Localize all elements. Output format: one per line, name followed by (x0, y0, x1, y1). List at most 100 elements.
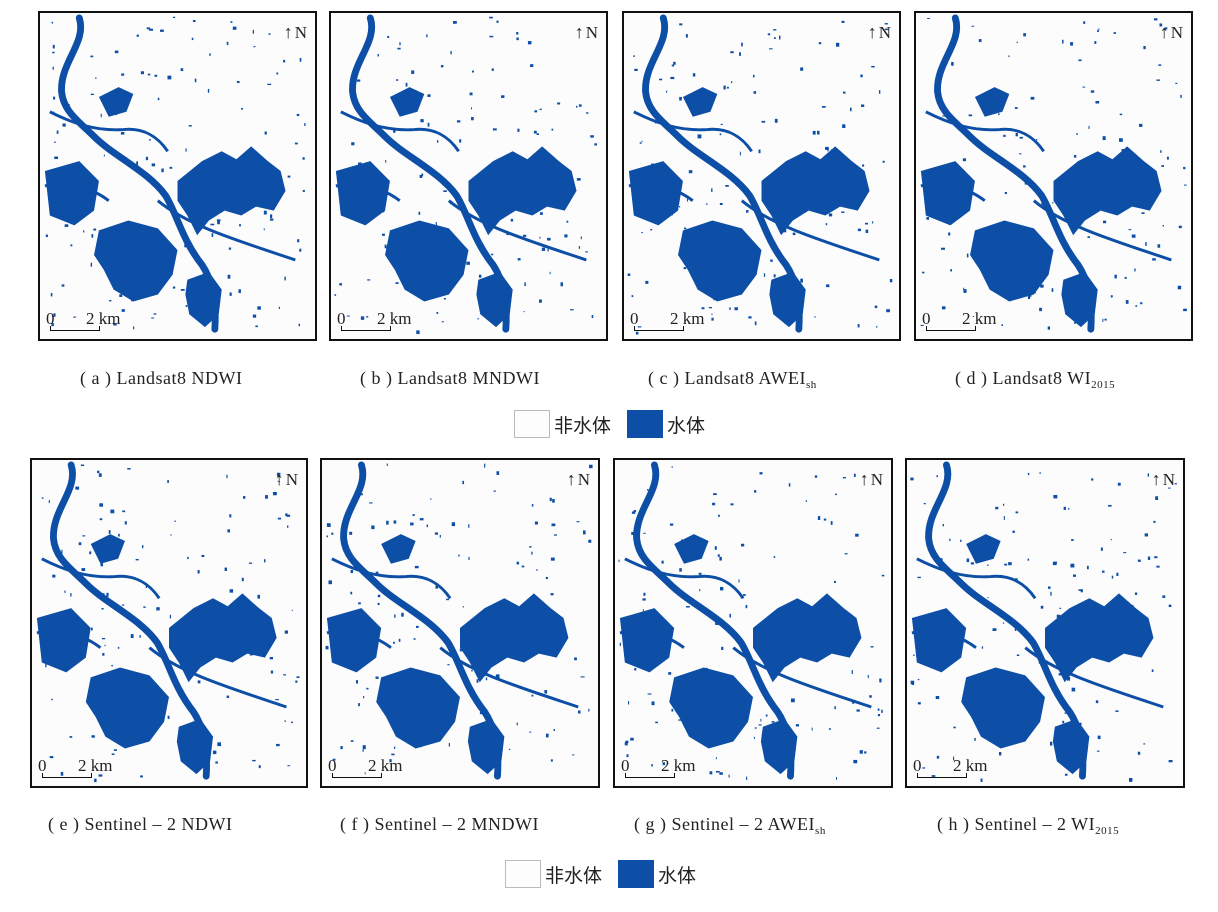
water-patch (295, 680, 298, 683)
water-patch (508, 748, 511, 750)
water-patch (83, 230, 85, 233)
water-patch (534, 110, 538, 113)
water-patch (294, 142, 298, 145)
water-patch (800, 67, 804, 71)
water-patch (53, 141, 56, 143)
water-patch (56, 513, 58, 516)
water-patch (1078, 59, 1082, 62)
water-patch (1015, 132, 1018, 137)
water-patch (395, 282, 399, 284)
water-patch (1117, 482, 1121, 486)
water-patch (104, 644, 106, 647)
water-patch (50, 292, 53, 297)
water-patch (842, 476, 846, 479)
water-patch (564, 234, 568, 238)
water-patch (1070, 627, 1073, 629)
water-patch (426, 34, 428, 38)
lake-north (974, 87, 1010, 117)
water-patch (89, 551, 92, 555)
water-patch (111, 664, 113, 667)
water-patch (451, 522, 456, 527)
water-patch (678, 719, 682, 721)
water-patch (1175, 82, 1178, 85)
water-patch (741, 42, 743, 47)
water-patch (97, 470, 100, 474)
water-patch (849, 107, 852, 112)
water-patch (133, 722, 136, 726)
water-patch (443, 298, 446, 300)
water-patch (631, 295, 634, 298)
water-patch (1091, 478, 1094, 481)
water-patch (752, 74, 755, 78)
lake-north (389, 87, 425, 117)
water-patch (366, 316, 369, 318)
water-patch (728, 277, 733, 280)
water-patch (82, 535, 86, 537)
water-patch (1162, 224, 1164, 227)
water-patch (942, 115, 946, 117)
water-patch (679, 206, 681, 208)
water-patch (466, 261, 470, 265)
water-patch (145, 584, 148, 589)
water-patch (637, 326, 642, 328)
water-patch (1180, 94, 1182, 98)
water-patch (954, 625, 957, 627)
water-patch (154, 74, 158, 77)
water-patch (255, 624, 258, 628)
water-patch (49, 756, 54, 759)
water-patch (100, 113, 102, 118)
water-patch (136, 161, 139, 166)
legend-bottom: 非水体 水体 (505, 860, 712, 888)
water-patch (1077, 224, 1079, 227)
water-patch (536, 569, 538, 571)
water-patch (191, 642, 193, 645)
north-arrow: ↑ N (1160, 23, 1183, 43)
non-water-swatch (505, 860, 541, 888)
water-patch (130, 634, 134, 639)
water-patch (53, 96, 56, 100)
water-patch (90, 198, 95, 203)
water-map (627, 14, 893, 335)
water-patch (869, 695, 872, 698)
water-patch (1051, 202, 1054, 204)
water-patch (981, 646, 984, 649)
water-patch (217, 742, 222, 747)
water-patch (426, 707, 429, 710)
lake-southwest (678, 220, 762, 302)
north-label: N (294, 23, 307, 42)
water-patch (334, 294, 337, 296)
scale-zero-label: 0 (922, 309, 931, 328)
water-patch (876, 727, 880, 729)
water-patch (124, 234, 127, 236)
water-patch (550, 557, 555, 561)
water-patch (679, 568, 682, 572)
water-patch (81, 568, 86, 572)
water-patch (884, 28, 889, 31)
water-patch (136, 34, 139, 37)
caption-c: ( c ) Landsat8 AWEIsh (648, 368, 817, 391)
water-patch (814, 316, 816, 318)
water-patch (669, 523, 674, 526)
water-patch (917, 679, 920, 681)
water-patch (730, 51, 734, 54)
water-patch (754, 321, 757, 326)
water-patch (291, 721, 293, 724)
water-patch (1059, 607, 1062, 609)
water-patch (703, 687, 708, 691)
water-patch (572, 754, 575, 756)
water-patch (80, 464, 85, 467)
water-patch (504, 318, 506, 323)
legend-item-water: 水体 (627, 410, 705, 438)
water-patch (926, 216, 930, 220)
water-patch (252, 314, 257, 318)
water-patch (102, 653, 105, 656)
water-patch (708, 306, 712, 309)
river-main (642, 14, 803, 333)
water-patch (416, 330, 420, 335)
water-patch (647, 693, 652, 695)
water-patch (389, 759, 392, 763)
water-patch (524, 166, 528, 168)
water-patch (339, 283, 342, 286)
water-patch (145, 156, 149, 161)
water-patch (1051, 288, 1054, 292)
